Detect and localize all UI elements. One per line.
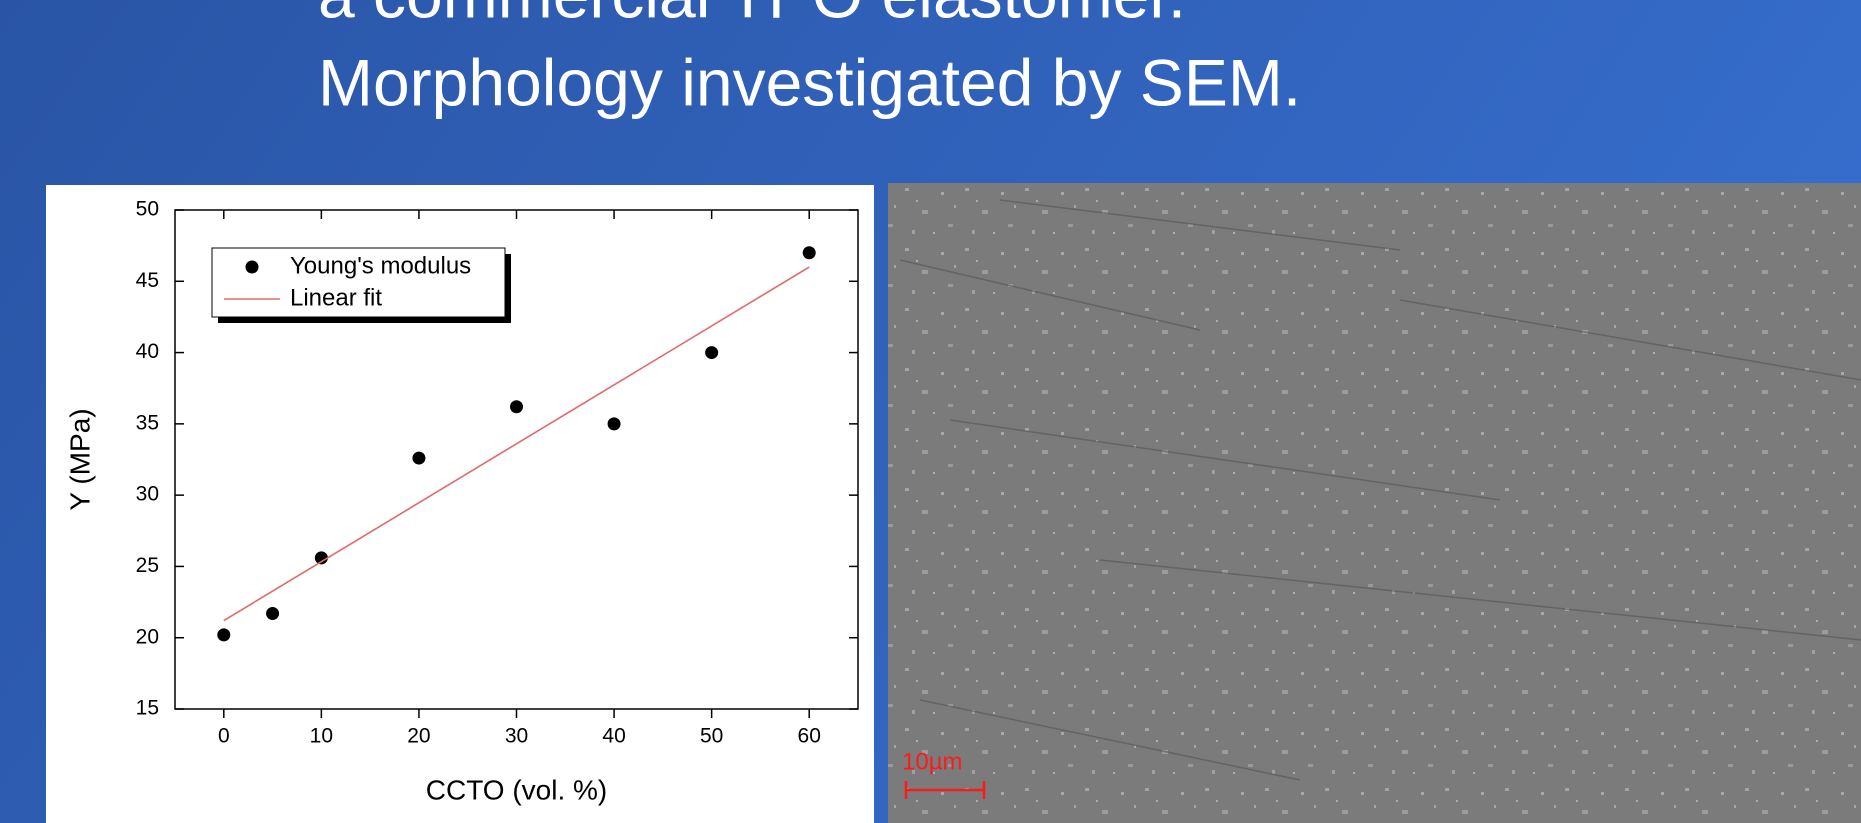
legend-marker	[246, 261, 259, 274]
x-tick-label: 40	[602, 725, 625, 748]
y-tick-label: 25	[136, 554, 159, 577]
y-tick-label: 50	[136, 198, 159, 221]
data-point	[217, 628, 230, 641]
slide: a commercial TPO elastomer. Morphology i…	[0, 0, 1861, 823]
x-tick-label: 50	[700, 725, 723, 748]
page: a commercial TPO elastomer. Morphology i…	[0, 0, 1861, 823]
data-point	[803, 246, 816, 259]
y-tick-label: 30	[136, 483, 159, 506]
x-tick-label: 20	[407, 725, 430, 748]
x-tick-label: 0	[218, 725, 230, 748]
x-tick-label: 30	[505, 725, 528, 748]
data-point	[608, 417, 621, 430]
title-line: a commercial TPO elastomer.	[318, 0, 1186, 31]
x-axis-label: CCTO (vol. %)	[426, 774, 608, 805]
y-tick-label: 15	[136, 697, 159, 720]
x-tick-label: 60	[798, 725, 821, 748]
title-line: Morphology investigated by SEM.	[318, 45, 1301, 119]
sem-photo	[888, 183, 1861, 823]
data-point	[266, 607, 279, 620]
y-tick-label: 35	[136, 411, 159, 434]
legend-label: Young's modulus	[290, 252, 471, 279]
x-tick-label: 10	[310, 725, 333, 748]
y-tick-label: 20	[136, 625, 159, 648]
data-point	[412, 452, 425, 465]
y-tick-label: 45	[136, 269, 159, 292]
sem-image: 10µm	[888, 183, 1861, 823]
legend-label: Linear fit	[290, 284, 382, 311]
y-axis-label: Y (MPa)	[64, 408, 95, 510]
y-tick-label: 40	[136, 340, 159, 363]
scale-bar-label: 10µm	[902, 748, 963, 775]
data-point	[705, 346, 718, 359]
data-point	[510, 400, 523, 413]
